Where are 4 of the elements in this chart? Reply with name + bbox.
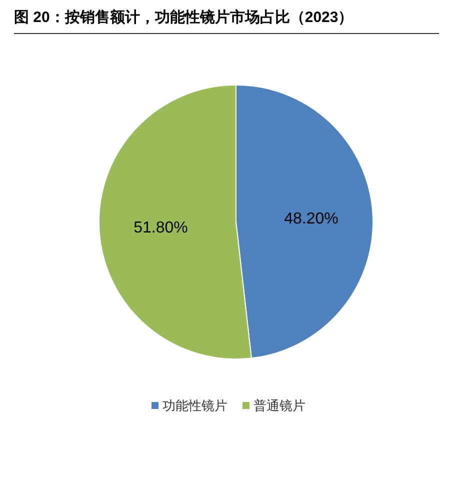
data-label: 48.20% (284, 210, 338, 228)
data-label: 51.80% (134, 219, 188, 236)
legend-label: 普通镜片 (254, 398, 306, 413)
chart-title: 图 20：按销售额计，功能性镜片市场占比（2023） (14, 8, 439, 34)
